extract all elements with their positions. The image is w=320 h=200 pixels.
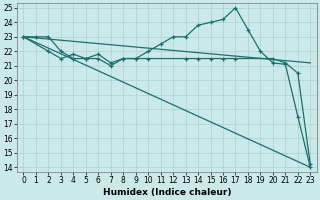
X-axis label: Humidex (Indice chaleur): Humidex (Indice chaleur) bbox=[103, 188, 231, 197]
